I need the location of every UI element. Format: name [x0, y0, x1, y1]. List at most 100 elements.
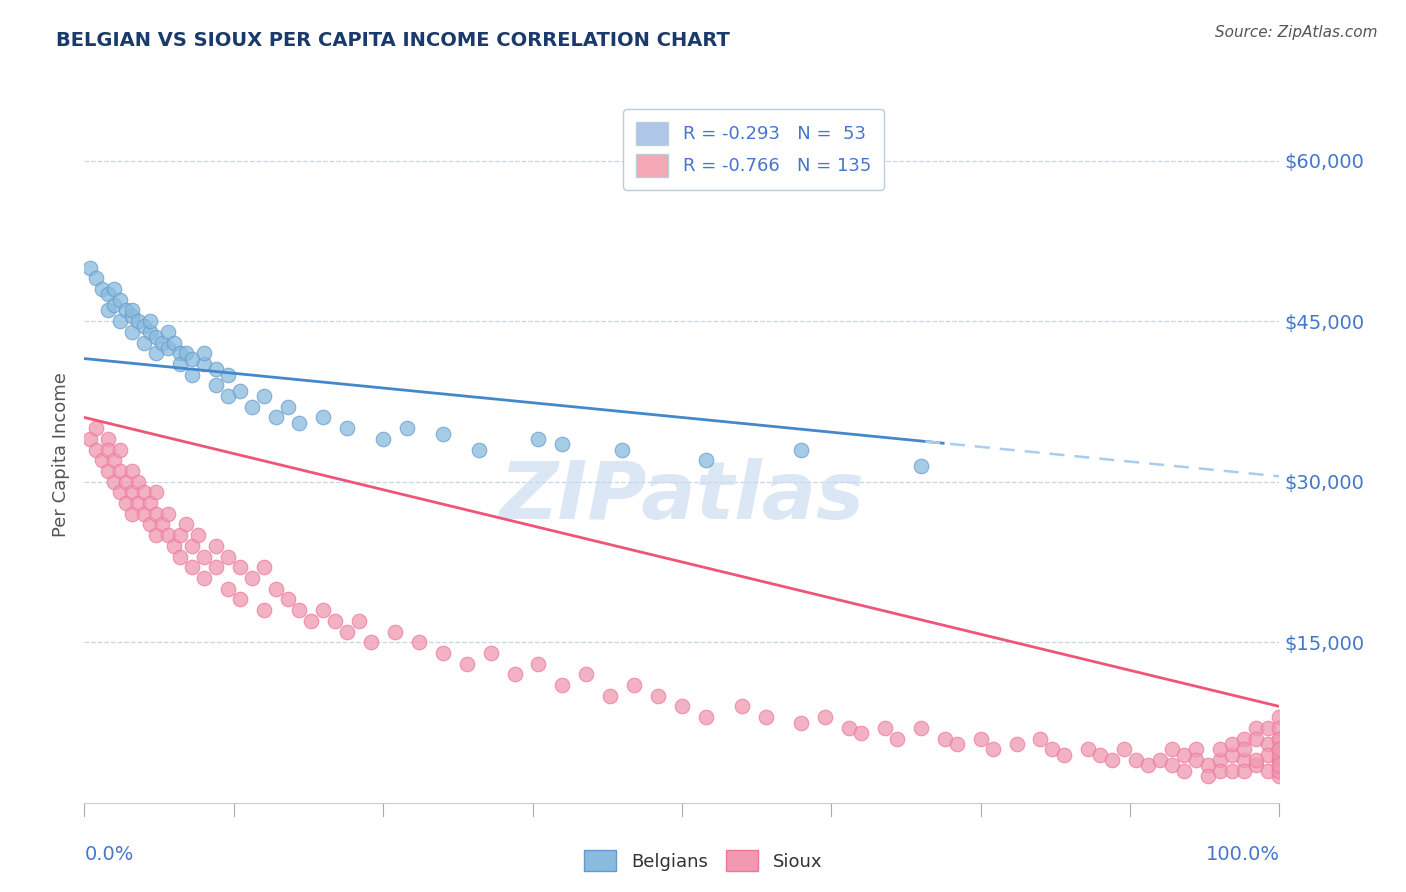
Point	[288, 416, 311, 430]
Point	[110, 293, 132, 307]
Point	[157, 341, 180, 355]
Text: Source: ZipAtlas.com: Source: ZipAtlas.com	[1215, 25, 1378, 40]
Point	[193, 357, 215, 371]
Legend: R = -0.293   N =  53, R = -0.766   N = 135: R = -0.293 N = 53, R = -0.766 N = 135	[623, 109, 884, 190]
Point	[121, 303, 143, 318]
Point	[253, 560, 276, 574]
Point	[132, 335, 156, 350]
Point	[145, 485, 167, 500]
Point	[97, 432, 120, 446]
Point	[103, 298, 125, 312]
Point	[121, 507, 143, 521]
Point	[110, 464, 132, 478]
Point	[110, 442, 132, 457]
Point	[205, 560, 228, 574]
Point	[731, 699, 754, 714]
Point	[384, 624, 406, 639]
Point	[86, 442, 108, 457]
Point	[1209, 742, 1232, 756]
Point	[163, 539, 186, 553]
Point	[132, 507, 156, 521]
Point	[1268, 731, 1291, 746]
Point	[814, 710, 837, 724]
Text: BELGIAN VS SIOUX PER CAPITA INCOME CORRELATION CHART: BELGIAN VS SIOUX PER CAPITA INCOME CORRE…	[56, 31, 730, 50]
Point	[145, 528, 167, 542]
Point	[157, 507, 180, 521]
Point	[1137, 758, 1160, 772]
Point	[174, 517, 197, 532]
Point	[456, 657, 478, 671]
Point	[695, 453, 717, 467]
Point	[1268, 753, 1291, 767]
Point	[229, 384, 252, 398]
Point	[91, 453, 114, 467]
Point	[103, 453, 125, 467]
Point	[181, 368, 204, 382]
Point	[97, 303, 120, 318]
Point	[150, 335, 173, 350]
Point	[145, 507, 167, 521]
Point	[1149, 753, 1171, 767]
Point	[169, 549, 191, 564]
Point	[139, 496, 162, 510]
Point	[1161, 758, 1184, 772]
Point	[336, 421, 359, 435]
Point	[875, 721, 897, 735]
Point	[325, 614, 347, 628]
Point	[1005, 737, 1028, 751]
Point	[240, 571, 263, 585]
Point	[1268, 758, 1291, 772]
Point	[217, 389, 239, 403]
Point	[174, 346, 197, 360]
Point	[157, 325, 180, 339]
Point	[253, 389, 276, 403]
Point	[1268, 742, 1291, 756]
Point	[1244, 758, 1267, 772]
Point	[127, 496, 149, 510]
Point	[1244, 721, 1267, 735]
Point	[312, 410, 335, 425]
Point	[910, 458, 932, 473]
Point	[86, 271, 108, 285]
Point	[1209, 753, 1232, 767]
Point	[360, 635, 382, 649]
Point	[527, 432, 550, 446]
Point	[612, 442, 634, 457]
Point	[205, 362, 228, 376]
Point	[981, 742, 1004, 756]
Point	[1220, 737, 1243, 751]
Point	[181, 539, 204, 553]
Point	[121, 309, 143, 323]
Point	[169, 346, 191, 360]
Point	[121, 325, 143, 339]
Point	[288, 603, 311, 617]
Point	[1053, 747, 1076, 762]
Point	[91, 282, 114, 296]
Point	[432, 426, 454, 441]
Point	[1101, 753, 1123, 767]
Point	[1268, 758, 1291, 772]
Point	[312, 603, 335, 617]
Point	[115, 475, 138, 489]
Text: 0.0%: 0.0%	[84, 845, 134, 863]
Legend: Belgians, Sioux: Belgians, Sioux	[576, 843, 830, 879]
Point	[1233, 731, 1256, 746]
Point	[1268, 742, 1291, 756]
Text: ZIPatlas: ZIPatlas	[499, 458, 865, 536]
Point	[1114, 742, 1136, 756]
Point	[1233, 742, 1256, 756]
Point	[946, 737, 969, 751]
Point	[671, 699, 693, 714]
Point	[264, 582, 287, 596]
Point	[695, 710, 717, 724]
Point	[181, 351, 204, 366]
Point	[1268, 753, 1291, 767]
Point	[575, 667, 598, 681]
Point	[1197, 769, 1219, 783]
Point	[1268, 710, 1291, 724]
Point	[217, 582, 239, 596]
Point	[1185, 753, 1208, 767]
Point	[264, 410, 287, 425]
Point	[1268, 764, 1291, 778]
Point	[139, 325, 162, 339]
